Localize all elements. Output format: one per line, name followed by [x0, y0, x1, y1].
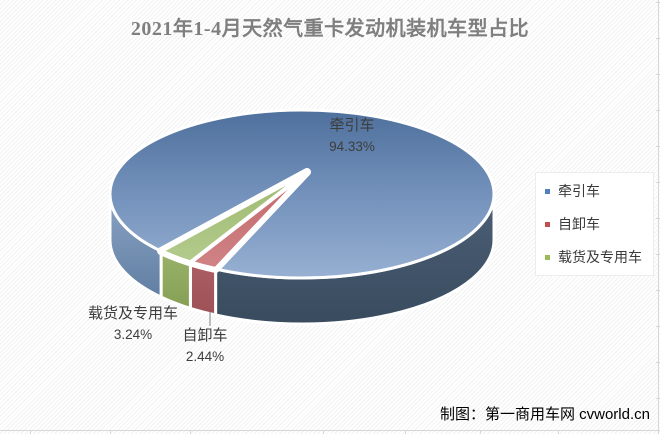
legend-swatch-cargo — [545, 254, 550, 260]
legend-label-dump-truck: 自卸车 — [558, 216, 600, 232]
slice-label-tractor-pct: 94.33% — [329, 139, 375, 154]
chart-title: 2021年1-4月天然气重卡发动机装机车型占比 — [130, 18, 530, 40]
legend-item-dump-truck: 自卸车 — [545, 214, 653, 234]
slice-label-dump-truck: 自卸车 2.44% — [125, 326, 285, 366]
legend-label-cargo: 载货及专用车 — [558, 249, 642, 265]
slice-label-tractor: 牵引车 94.33% — [272, 116, 432, 156]
slice-label-tractor-name: 牵引车 — [329, 117, 375, 134]
attribution: 制图：第一商用车网 cvworld.cn — [439, 406, 650, 423]
legend-item-tractor: 牵引车 — [545, 181, 653, 201]
slice-label-cargo-name: 载货及专用车 — [87, 305, 178, 322]
legend-swatch-dump-truck — [545, 221, 550, 227]
pie-top-cargo — [159, 170, 309, 265]
slice-label-dump-truck-pct: 2.44% — [185, 349, 225, 364]
legend-item-cargo: 载货及专用车 — [545, 247, 653, 267]
slice-label-cargo: 载货及专用车 3.24% — [53, 304, 213, 344]
legend-panel: 牵引车 自卸车 载货及专用车 — [535, 172, 654, 276]
slice-label-cargo-pct: 3.24% — [113, 327, 153, 342]
legend-label-tractor: 牵引车 — [558, 183, 600, 199]
legend-swatch-tractor — [545, 188, 550, 194]
slice-label-dump-truck-name: 自卸车 — [182, 327, 228, 344]
